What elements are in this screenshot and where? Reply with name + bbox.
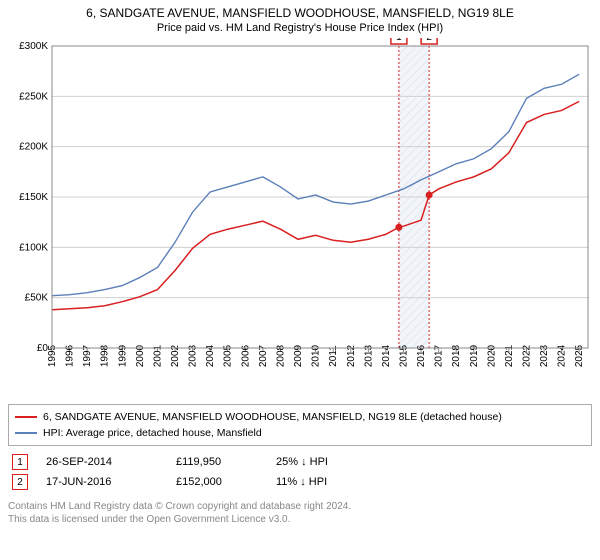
marker-dot [426, 191, 433, 198]
series-price_paid [52, 101, 579, 309]
transaction-change: 25% ↓ HPI [276, 456, 396, 468]
legend-swatch [15, 416, 37, 418]
transaction-change: 11% ↓ HPI [276, 476, 396, 488]
transaction-row: 2 17-JUN-2016£152,00011% ↓ HPI [8, 472, 592, 492]
legend-row: HPI: Average price, detached house, Mans… [15, 425, 585, 441]
footer-line-2: This data is licensed under the Open Gov… [8, 513, 592, 526]
footer-line-1: Contains HM Land Registry data © Crown c… [8, 500, 592, 513]
transaction-date: 17-JUN-2016 [46, 476, 176, 488]
transaction-marker: 2 [12, 474, 28, 490]
chart-container: 6, SANDGATE AVENUE, MANSFIELD WOODHOUSE,… [0, 0, 600, 560]
chart-svg: £0£50K£100K£150K£200K£250K£300K199519961… [8, 38, 592, 398]
transaction-price: £119,950 [176, 456, 276, 468]
y-tick-label: £250K [19, 91, 48, 102]
y-tick-label: £150K [19, 192, 48, 203]
y-tick-label: £200K [19, 142, 48, 153]
transaction-marker: 1 [12, 454, 28, 470]
legend-swatch [15, 432, 37, 434]
y-tick-label: £100K [19, 242, 48, 253]
transaction-date: 26-SEP-2014 [46, 456, 176, 468]
title-address: 6, SANDGATE AVENUE, MANSFIELD WOODHOUSE,… [8, 6, 592, 20]
chart: £0£50K£100K£150K£200K£250K£300K199519961… [8, 38, 592, 398]
marker-label: 1 [396, 38, 402, 43]
y-tick-label: £50K [25, 293, 49, 304]
transaction-row: 1 26-SEP-2014£119,95025% ↓ HPI [8, 452, 592, 472]
legend: 6, SANDGATE AVENUE, MANSFIELD WOODHOUSE,… [8, 404, 592, 446]
legend-label: HPI: Average price, detached house, Mans… [43, 427, 262, 439]
marker-dot [395, 224, 402, 231]
legend-row: 6, SANDGATE AVENUE, MANSFIELD WOODHOUSE,… [15, 409, 585, 425]
legend-label: 6, SANDGATE AVENUE, MANSFIELD WOODHOUSE,… [43, 411, 502, 423]
marker-label: 2 [426, 38, 432, 43]
series-hpi [52, 74, 579, 295]
title-subtitle: Price paid vs. HM Land Registry's House … [8, 22, 592, 34]
transactions-table: 1 26-SEP-2014£119,95025% ↓ HPI 2 17-JUN-201… [8, 452, 592, 492]
y-tick-label: £300K [19, 41, 48, 52]
transaction-price: £152,000 [176, 476, 276, 488]
footer: Contains HM Land Registry data © Crown c… [8, 500, 592, 526]
